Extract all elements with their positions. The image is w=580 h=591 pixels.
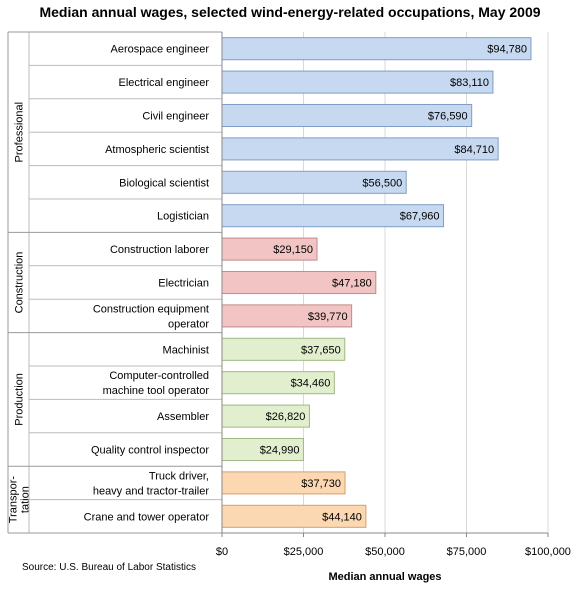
x-axis-title: Median annual wages (328, 571, 442, 583)
chart-title: Median annual wages, selected wind-energ… (39, 4, 541, 20)
group-label: tation (20, 486, 32, 513)
category-label: Atmospheric scientist (105, 144, 209, 156)
category-label: Electrical engineer (119, 77, 210, 89)
category-label: Construction equipment (93, 303, 209, 315)
bar-value-label: $76,590 (428, 111, 468, 123)
x-tick-label: $50,000 (365, 546, 405, 558)
category-label: Construction laborer (110, 244, 209, 256)
category-label: Biological scientist (119, 177, 209, 189)
bar-value-label: $94,780 (487, 44, 527, 56)
category-label: Aerospace engineer (111, 44, 210, 56)
x-tick-label: $75,000 (447, 546, 487, 558)
category-label: Computer-controlled (109, 370, 209, 382)
source-note: Source: U.S. Bureau of Labor Statistics (22, 562, 196, 573)
bar-value-label: $37,650 (301, 344, 341, 356)
group-label: Professional (14, 102, 26, 163)
x-tick-label: $25,000 (284, 546, 324, 558)
bar-value-label: $34,460 (291, 378, 331, 390)
category-label: Electrician (158, 278, 209, 290)
category-label: Quality control inspector (91, 445, 209, 457)
x-tick-label: $0 (216, 546, 228, 558)
category-label: Assembler (157, 411, 209, 423)
bar-value-label: $83,110 (450, 77, 489, 89)
group-label: Production (14, 373, 26, 426)
group-label: Construction (14, 252, 26, 314)
category-label: Crane and tower operator (84, 511, 210, 523)
bar-value-label: $84,710 (454, 144, 494, 156)
category-label: heavy and tractor-trailer (93, 485, 209, 497)
bar-value-label: $29,150 (273, 244, 313, 256)
group-label: Transpor- (8, 476, 20, 524)
bar-value-label: $24,990 (260, 445, 300, 457)
x-tick-label: $100,000 (525, 546, 571, 558)
bar-value-label: $37,730 (301, 478, 341, 490)
bar-value-label: $44,140 (322, 511, 362, 523)
bar-value-label: $26,820 (266, 411, 306, 423)
bar-value-label: $56,500 (362, 177, 402, 189)
bar-value-label: $39,770 (308, 311, 348, 323)
category-label: Truck driver, (149, 470, 209, 482)
category-label: operator (168, 318, 209, 330)
bar (221, 37, 532, 61)
category-label: Logistician (157, 211, 209, 223)
category-label: machine tool operator (103, 385, 210, 397)
bar-value-label: $47,180 (332, 278, 372, 290)
bar-value-label: $67,960 (400, 211, 440, 223)
category-label: Machinist (163, 344, 209, 356)
category-label: Civil engineer (142, 111, 209, 123)
